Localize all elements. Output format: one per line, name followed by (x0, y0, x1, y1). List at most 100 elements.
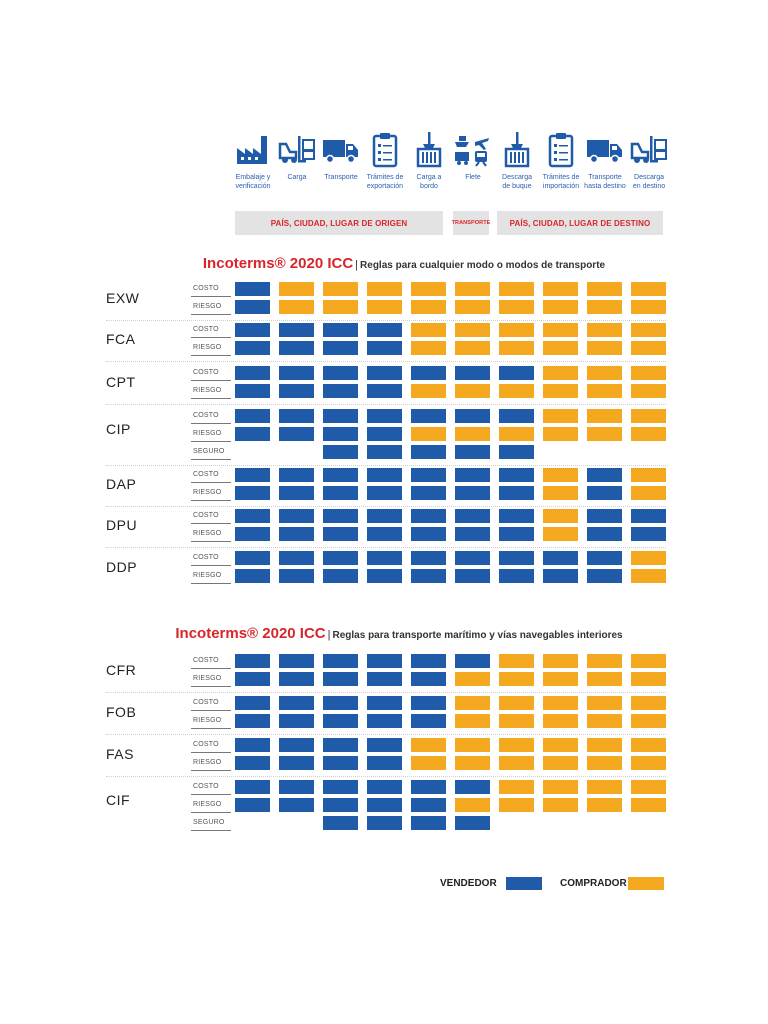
buyer-cell (543, 409, 578, 423)
seller-cell (235, 509, 270, 523)
buyer-cell (543, 300, 578, 314)
buyer-cell (411, 384, 446, 398)
buyer-cell (587, 798, 622, 812)
row-underline (191, 441, 231, 442)
term-fob: FOB (106, 704, 137, 720)
seller-cell (499, 509, 534, 523)
buyer-cell (543, 672, 578, 686)
section-title: Incoterms® 2020 ICC | Reglas para transpor… (0, 625, 768, 643)
seller-cell (455, 654, 490, 668)
row-label-riesgo: RIESGO (193, 572, 222, 579)
row-label-riesgo: RIESGO (193, 759, 222, 766)
row-label-costo: COSTO (193, 512, 219, 519)
buyer-cell (499, 714, 534, 728)
seller-cell (323, 714, 358, 728)
seller-cell (631, 509, 666, 523)
buyer-cell (587, 714, 622, 728)
section-subtitle: Reglas para transporte marítimo y vías n… (332, 630, 623, 641)
stage-2: Carga (274, 130, 320, 182)
buyer-cell (411, 756, 446, 770)
seller-cell (279, 341, 314, 355)
buyer-cell (455, 714, 490, 728)
row-label-riesgo: RIESGO (193, 675, 222, 682)
seller-cell (279, 509, 314, 523)
stage-label: Descarga en destino (632, 174, 666, 190)
seller-cell (411, 696, 446, 710)
seller-cell (411, 672, 446, 686)
seller-cell (411, 654, 446, 668)
buyer-cell (499, 738, 534, 752)
seller-cell (279, 780, 314, 794)
buyer-cell (631, 300, 666, 314)
section-title: Incoterms® 2020 ICC | Reglas para cualquie… (0, 255, 768, 273)
seller-cell (455, 468, 490, 482)
buyer-cell (499, 756, 534, 770)
buyer-cell (587, 384, 622, 398)
buyer-cell (587, 780, 622, 794)
row-underline (191, 812, 231, 813)
term-divider (106, 465, 666, 466)
seller-cell (323, 323, 358, 337)
seller-cell (367, 551, 402, 565)
buyer-cell (587, 696, 622, 710)
seller-cell (367, 486, 402, 500)
row-label-seguro: SEGURO (193, 819, 225, 826)
seller-cell (235, 300, 270, 314)
seller-cell (367, 366, 402, 380)
seller-cell (587, 551, 622, 565)
row-underline (191, 459, 231, 460)
buyer-cell (455, 696, 490, 710)
stage-6: Flete (450, 130, 496, 182)
buyer-cell (631, 780, 666, 794)
seller-cell (235, 282, 270, 296)
buyer-cell (543, 798, 578, 812)
stage-label: Trámites de importación (542, 174, 580, 190)
buyer-cell (411, 282, 446, 296)
seller-cell (455, 527, 490, 541)
seller-cell (235, 341, 270, 355)
row-label-costo: COSTO (193, 657, 219, 664)
stage-label: Flete (465, 174, 481, 181)
row-underline (191, 728, 231, 729)
seller-cell (499, 445, 534, 459)
row-label-costo: COSTO (193, 471, 219, 478)
seller-cell (411, 409, 446, 423)
buyer-cell (631, 384, 666, 398)
seller-cell (235, 323, 270, 337)
buyer-cell (455, 798, 490, 812)
row-underline (191, 830, 231, 831)
term-fca: FCA (106, 331, 136, 347)
row-underline (191, 380, 231, 381)
buyer-cell (587, 654, 622, 668)
factory-icon (233, 130, 273, 170)
seller-cell (235, 527, 270, 541)
seller-cell (367, 323, 402, 337)
seller-cell (411, 816, 446, 830)
row-label-riesgo: RIESGO (193, 530, 222, 537)
row-label-costo: COSTO (193, 412, 219, 419)
stage-label: Transporte hasta destino (584, 174, 626, 190)
buyer-cell (587, 341, 622, 355)
seller-cell (367, 756, 402, 770)
term-divider (106, 506, 666, 507)
seller-cell (235, 654, 270, 668)
seller-cell (235, 672, 270, 686)
seller-cell (279, 696, 314, 710)
seller-cell (455, 816, 490, 830)
seller-cell (543, 569, 578, 583)
buyer-cell (455, 341, 490, 355)
seller-cell (235, 551, 270, 565)
buyer-cell (631, 738, 666, 752)
buyer-cell (631, 486, 666, 500)
buyer-cell (631, 551, 666, 565)
seller-cell (279, 569, 314, 583)
seller-cell (455, 569, 490, 583)
seller-cell (455, 409, 490, 423)
buyer-cell (499, 384, 534, 398)
row-underline (191, 523, 231, 524)
seller-cell (367, 468, 402, 482)
seller-cell (367, 672, 402, 686)
buyer-cell (543, 366, 578, 380)
seller-cell (631, 527, 666, 541)
